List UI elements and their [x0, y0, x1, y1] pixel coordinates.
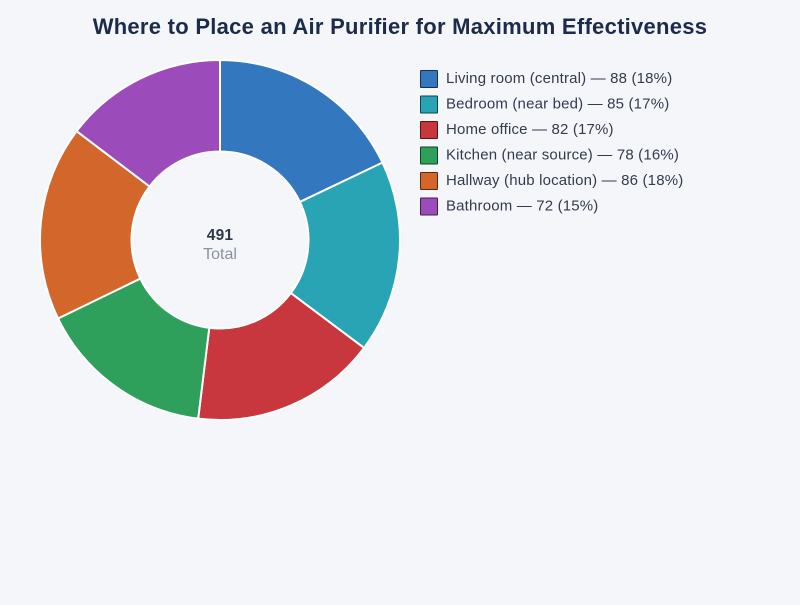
svg-text:Bedroom (near bed) — 85 (17%): Bedroom (near bed) — 85 (17%)	[446, 96, 669, 113]
svg-text:Total: Total	[203, 246, 237, 263]
svg-text:Hallway (hub location) — 86 (1: Hallway (hub location) — 86 (18%)	[446, 172, 683, 189]
svg-text:Home office — 82 (17%): Home office — 82 (17%)	[446, 121, 614, 138]
svg-text:491: 491	[207, 227, 234, 244]
svg-text:Bathroom — 72 (15%): Bathroom — 72 (15%)	[446, 198, 598, 215]
svg-text:Living room (central) — 88 (18: Living room (central) — 88 (18%)	[446, 70, 672, 87]
svg-text:Where to Place an Air Purifier: Where to Place an Air Purifier for Maxim…	[93, 14, 708, 39]
svg-text:Kitchen (near source) — 78 (16: Kitchen (near source) — 78 (16%)	[446, 147, 679, 164]
